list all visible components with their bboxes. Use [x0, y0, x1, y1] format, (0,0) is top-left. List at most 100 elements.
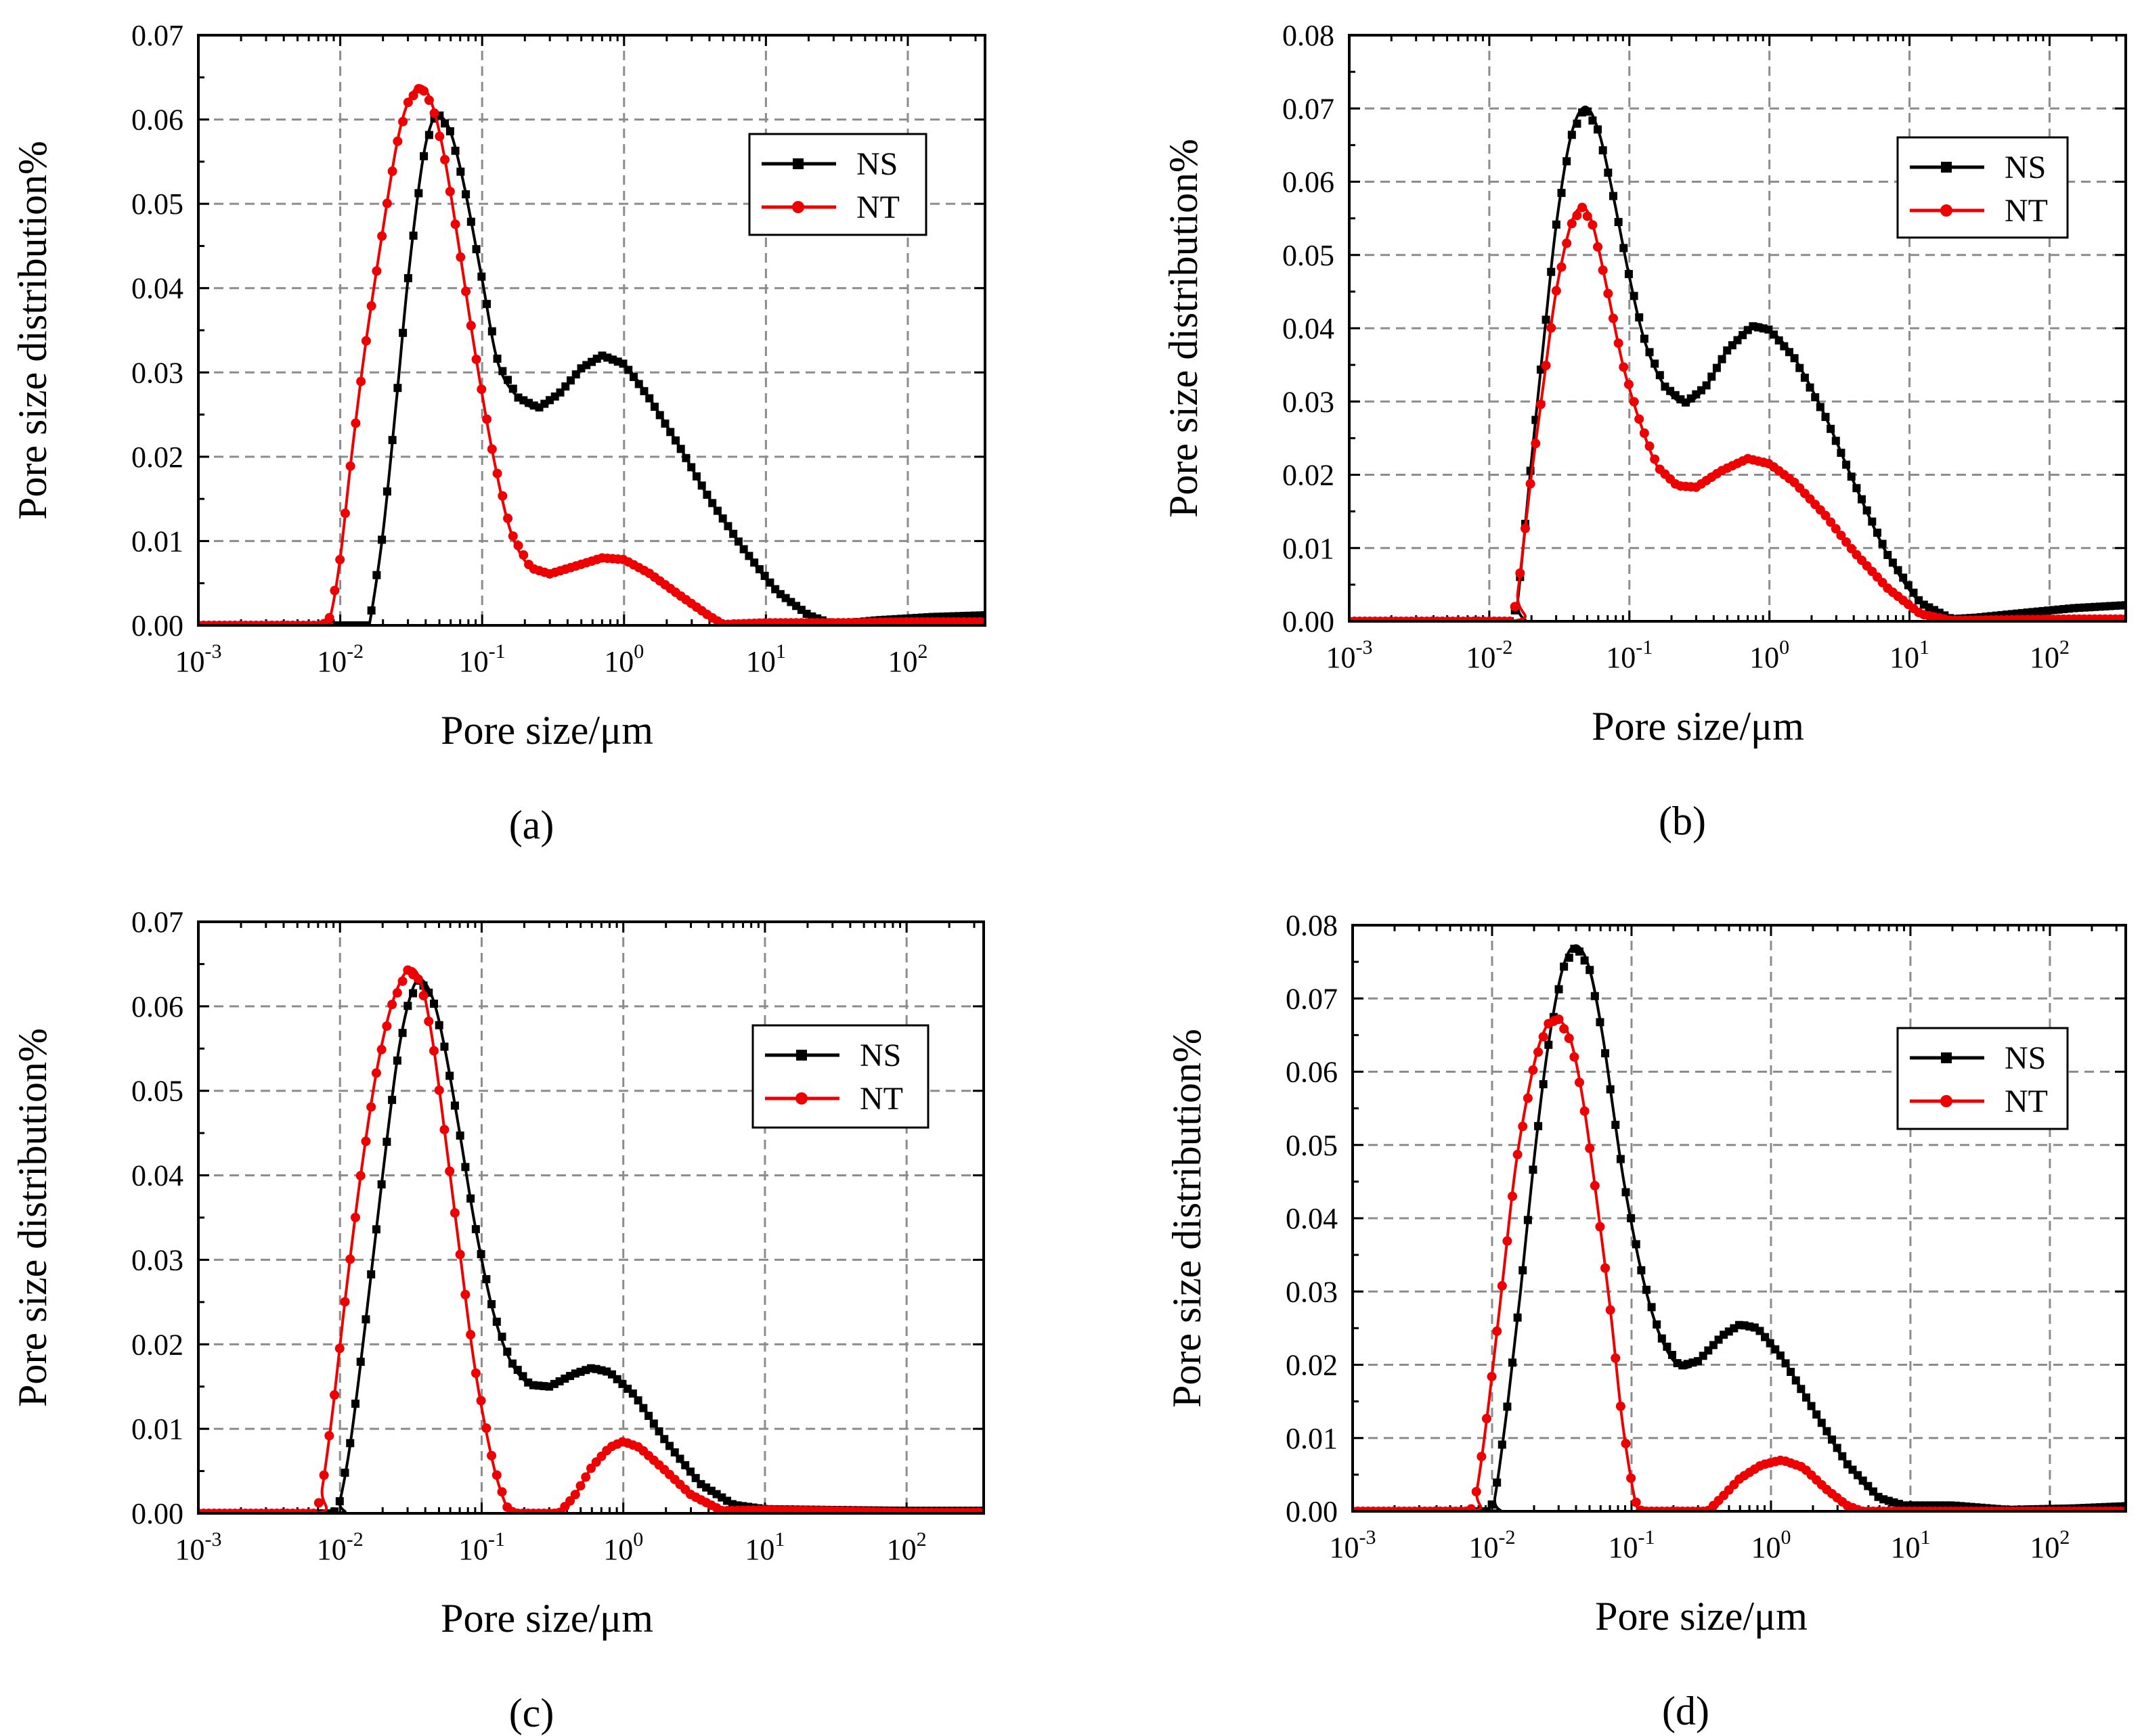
- data-point-ns: [383, 1138, 391, 1147]
- data-point-ns: [330, 621, 339, 625]
- data-point-nt: [460, 1289, 471, 1299]
- data-point-ns: [1635, 313, 1644, 321]
- data-point-nt: [439, 1125, 450, 1135]
- data-point-nt: [1510, 602, 1520, 612]
- grid: [198, 922, 984, 1513]
- data-point-nt: [1525, 478, 1535, 489]
- x-tick-base: 10: [175, 1533, 205, 1566]
- legend-marker: [792, 201, 804, 213]
- series-group: [1353, 944, 2126, 1511]
- data-point-ns: [367, 1270, 376, 1278]
- data-point-ns: [1596, 1018, 1604, 1027]
- x-axis-title: Pore size/μm: [1592, 704, 1804, 749]
- y-tick-label: 0.06: [131, 104, 183, 137]
- legend-label-ns: NS: [2005, 150, 2046, 185]
- data-point-nt: [1826, 517, 1836, 527]
- x-tick-base: 10: [1751, 1531, 1780, 1564]
- data-point-nt: [1502, 1236, 1512, 1246]
- x-tick-exponent: 2: [2059, 1526, 2070, 1549]
- data-point-ns: [383, 487, 391, 496]
- data-point-nt: [1551, 286, 1561, 296]
- x-tick-base: 10: [1890, 1531, 1920, 1564]
- data-point-nt: [334, 1343, 345, 1354]
- data-point-nt: [1497, 1281, 1507, 1291]
- x-tick-exponent: 0: [1780, 1526, 1791, 1549]
- x-tick-exponent: -3: [205, 1528, 222, 1551]
- data-point-nt: [1605, 1305, 1615, 1315]
- data-point-ns: [1655, 371, 1664, 380]
- x-tick-base: 10: [604, 645, 634, 678]
- data-point-nt: [466, 1330, 476, 1340]
- y-tick-label: 0.04: [1286, 1202, 1338, 1235]
- data-point-nt: [1588, 220, 1598, 230]
- data-point-nt: [340, 508, 350, 518]
- data-point-ns: [670, 1448, 679, 1456]
- x-tick-label: 10-3: [175, 1528, 222, 1566]
- y-tick-label: 0.07: [131, 906, 183, 939]
- x-tick-exponent: -2: [347, 640, 364, 663]
- y-tick-label: 0.06: [131, 990, 183, 1023]
- data-point-nt: [1593, 242, 1603, 252]
- x-tick-label: 100: [604, 640, 644, 678]
- data-point-ns: [540, 1382, 548, 1391]
- data-point-nt: [1471, 1487, 1481, 1497]
- data-point-ns: [1712, 363, 1721, 372]
- data-point-ns: [513, 1366, 522, 1375]
- x-tick-base: 10: [745, 1533, 774, 1566]
- y-tick-label: 0.08: [1286, 909, 1338, 942]
- data-point-nt: [476, 1396, 486, 1406]
- data-point-nt: [1603, 288, 1613, 298]
- data-point-ns: [1565, 954, 1573, 962]
- data-point-ns: [493, 354, 502, 363]
- data-point-nt: [356, 376, 366, 386]
- data-point-ns: [1627, 1214, 1636, 1222]
- data-point-ns: [1624, 269, 1633, 278]
- data-point-ns: [367, 606, 376, 615]
- data-point-nt: [1634, 414, 1644, 424]
- x-tick-label: 10-2: [1466, 636, 1512, 674]
- y-tick-label: 0.07: [1286, 982, 1338, 1015]
- data-point-ns: [1529, 1165, 1537, 1174]
- data-point-ns: [1771, 1345, 1780, 1354]
- data-point-ns: [1761, 1333, 1770, 1341]
- data-point-ns: [409, 231, 418, 240]
- series-group: [198, 84, 985, 625]
- data-point-ns: [477, 1250, 485, 1259]
- data-point-ns: [445, 127, 454, 135]
- data-point-ns: [1647, 1303, 1656, 1312]
- data-point-ns: [1790, 354, 1799, 363]
- data-point-ns: [1651, 359, 1659, 368]
- y-tick-label: 0.06: [1286, 1056, 1338, 1089]
- data-point-ns: [1513, 1313, 1522, 1322]
- data-point-nt: [1615, 1401, 1625, 1411]
- data-point-ns: [1621, 1188, 1630, 1197]
- x-axis-ticks: 10-3 10-2 10-1 100 101 102: [175, 35, 927, 678]
- data-point-nt: [387, 166, 397, 177]
- x-tick-exponent: -3: [205, 640, 222, 663]
- y-tick-label: 0.02: [131, 1328, 183, 1361]
- data-point-nt: [481, 1423, 491, 1433]
- x-tick-label: 102: [2030, 1526, 2070, 1564]
- data-point-ns: [1766, 1339, 1774, 1348]
- data-point-nt: [1639, 428, 1649, 439]
- legend-label-nt: NT: [860, 1081, 903, 1117]
- data-point-ns: [681, 1461, 690, 1469]
- x-tick-exponent: -2: [1498, 1526, 1515, 1549]
- y-tick-label: 0.05: [1282, 239, 1334, 272]
- data-point-ns: [508, 384, 517, 393]
- data-point-ns: [1590, 992, 1599, 1000]
- x-tick-exponent: -1: [488, 1528, 505, 1551]
- legend-marker: [795, 1092, 808, 1105]
- data-point-nt: [1466, 1504, 1477, 1511]
- data-point-nt: [393, 136, 403, 146]
- x-tick-base: 10: [458, 1533, 488, 1566]
- x-tick-base: 10: [1466, 641, 1495, 674]
- data-point-nt: [1538, 1031, 1548, 1042]
- data-point-ns: [1831, 437, 1840, 445]
- legend-box: [1896, 1027, 2069, 1130]
- data-point-ns: [1878, 539, 1887, 548]
- data-point-ns: [466, 217, 475, 226]
- data-point-nt: [408, 91, 418, 101]
- data-point-ns: [1503, 1402, 1512, 1411]
